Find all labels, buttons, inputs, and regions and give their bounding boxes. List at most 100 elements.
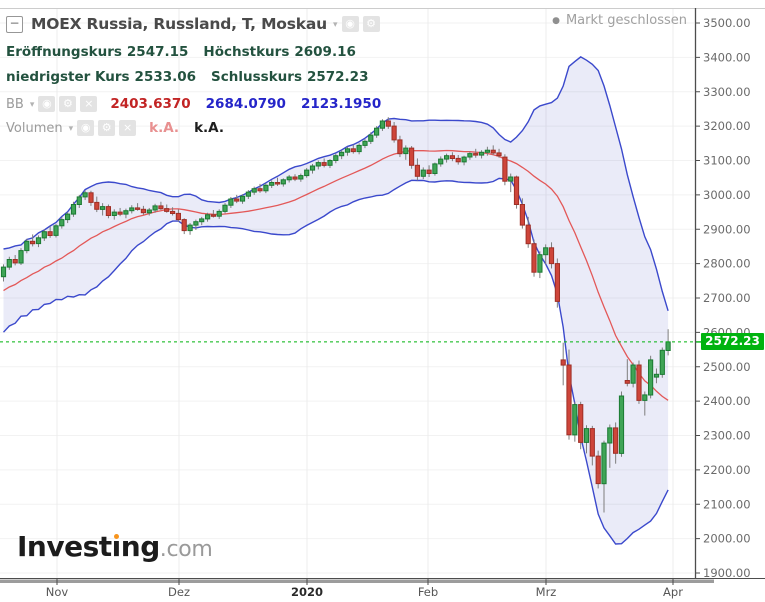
volume-indicator-name[interactable]: Volumen	[6, 120, 63, 136]
candle-body	[374, 127, 380, 136]
bb-mid-value: 2403.6370	[110, 96, 191, 112]
candle-body	[210, 214, 217, 217]
candle-body	[309, 165, 316, 171]
candle-body	[607, 427, 613, 444]
candle-body	[432, 163, 438, 174]
close-icon[interactable]: ×	[80, 96, 98, 112]
candle-body	[368, 134, 374, 142]
candle-body	[455, 157, 461, 163]
candle-body	[409, 147, 415, 166]
price-tick-label: 2100.00	[703, 497, 751, 511]
price-tick-label: 2800.00	[703, 257, 751, 271]
price-tick-label: 2700.00	[703, 291, 751, 305]
candle-body	[502, 156, 508, 182]
candle-body	[548, 247, 555, 265]
chevron-down-icon[interactable]: ▾	[29, 100, 35, 110]
candle-body	[263, 184, 269, 192]
candle-body	[6, 259, 12, 268]
time-tick-label: 2020	[291, 585, 323, 599]
candle-body	[82, 192, 88, 198]
candle-body	[123, 210, 129, 215]
logo-part1: Invest	[17, 530, 112, 563]
candles	[0, 117, 671, 513]
candle-body	[461, 156, 467, 163]
candle-body	[362, 140, 368, 146]
candle-body	[0, 266, 7, 278]
candle-body	[158, 205, 164, 210]
candle-body	[280, 179, 286, 185]
settings-icon[interactable]: ⚙	[59, 96, 77, 112]
candle-body	[222, 204, 228, 212]
candle-body	[613, 427, 619, 454]
time-tick-label: Feb	[418, 585, 438, 599]
candle-body	[304, 169, 310, 177]
candle-body	[566, 364, 572, 436]
settings-icon[interactable]: ⚙	[362, 16, 380, 32]
bollinger-upper-line	[3, 56, 669, 312]
candle-body	[403, 147, 409, 155]
bb-lower-value: 2123.1950	[300, 96, 382, 112]
close-icon[interactable]: ×	[119, 120, 137, 136]
ohlc-row-low-close: niedrigster Kurs 2533.06 Schlusskurs 257…	[6, 69, 368, 85]
candle-body	[636, 364, 642, 401]
chevron-down-icon[interactable]: ▾	[332, 20, 338, 30]
candle-body	[35, 237, 42, 245]
candle-body	[152, 205, 158, 211]
time-scrollbar	[0, 579, 714, 583]
symbol-title[interactable]: MOEX Russia, Russland, T, Moskau	[31, 15, 327, 33]
logo-text: Investı ng	[17, 530, 160, 563]
candle-body	[105, 206, 112, 217]
candle-body	[88, 192, 94, 203]
candle-body	[327, 160, 333, 166]
chevron-down-icon[interactable]: ▾	[68, 124, 74, 134]
time-tick-label: Dez	[168, 585, 190, 599]
bb-indicator-name[interactable]: BB	[6, 96, 24, 112]
candle-body	[12, 259, 18, 264]
candle-body	[234, 198, 240, 202]
candle-body	[129, 207, 135, 212]
time-tick-label: Apr	[663, 585, 683, 599]
high-value: 2609.16	[294, 44, 356, 60]
price-tick-label: 2400.00	[703, 394, 751, 408]
candle-body	[76, 196, 82, 205]
candle-body	[653, 373, 660, 378]
low-value: 2533.06	[134, 69, 197, 85]
candle-body	[508, 176, 514, 182]
close-value: 2572.23	[306, 69, 369, 85]
price-tick-label: 2300.00	[703, 429, 751, 443]
price-axis[interactable]: 3500.00 3400.00 3300.00 3200.00 3100.00 3000.…	[695, 16, 751, 580]
candle-body	[444, 155, 450, 160]
price-tick-label: 3200.00	[703, 119, 751, 133]
candle-body	[496, 152, 502, 157]
candle-body	[531, 243, 537, 273]
time-axis[interactable]: Nov Dez 2020 Feb Mrz Apr	[46, 579, 683, 599]
candle-body	[24, 240, 30, 252]
candle-body	[315, 162, 321, 167]
price-tick-label: 2000.00	[703, 532, 751, 546]
visibility-icon[interactable]: ◉	[77, 120, 95, 136]
candle-body	[47, 231, 53, 236]
candle-body	[618, 395, 625, 454]
candle-body	[589, 428, 595, 457]
settings-icon[interactable]: ⚙	[98, 120, 116, 136]
visibility-icon[interactable]: ◉	[341, 16, 359, 32]
collapse-chart-button[interactable]: −	[6, 15, 23, 33]
candle-body	[414, 164, 420, 177]
price-tick-label: 3100.00	[703, 154, 751, 168]
visibility-icon[interactable]: ◉	[38, 96, 56, 112]
high-label: Höchstkurs	[203, 44, 290, 60]
candle-body	[438, 158, 444, 165]
candle-body	[578, 404, 584, 443]
logo-suffix: .com	[159, 537, 213, 562]
bb-upper-value: 2684.0790	[205, 96, 286, 112]
candle-body	[543, 247, 549, 256]
candle-body	[216, 210, 222, 217]
legend-title-row: − MOEX Russia, Russland, T, Moskau ▾ ◉ ⚙	[6, 15, 380, 33]
price-tick-label: 2500.00	[703, 360, 751, 374]
candle-body	[193, 221, 199, 226]
indicator-row-volume: Volumen ▾ ◉ ⚙ × k.A. k.A.	[6, 120, 224, 136]
candle-body	[630, 364, 636, 384]
